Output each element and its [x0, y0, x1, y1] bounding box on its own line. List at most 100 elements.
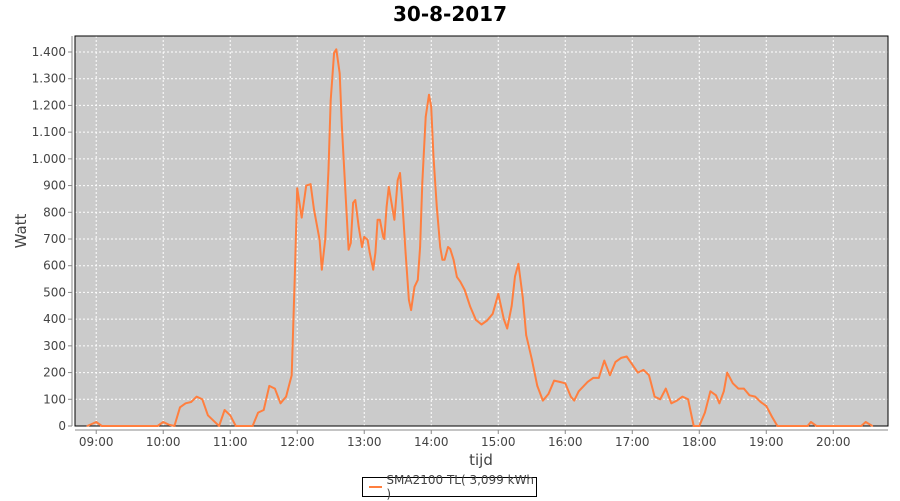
- data-point: [168, 423, 170, 426]
- data-point: [207, 414, 209, 417]
- data-point: [404, 252, 407, 254]
- data-point: [765, 405, 768, 407]
- data-point: [324, 239, 326, 241]
- data-point: [681, 395, 684, 398]
- data-point: [737, 387, 740, 390]
- data-point: [577, 390, 580, 393]
- data-point: [333, 52, 335, 54]
- y-tick-label: 700: [43, 232, 66, 246]
- data-point: [419, 246, 421, 248]
- data-point: [257, 411, 259, 414]
- data-point: [709, 390, 712, 393]
- data-point: [573, 399, 575, 402]
- y-tick-label: 1.200: [32, 98, 66, 112]
- data-point: [759, 401, 762, 403]
- x-tick-label: 12:00: [280, 435, 315, 449]
- data-point: [357, 225, 360, 228]
- data-point: [401, 199, 404, 201]
- data-point: [536, 385, 539, 387]
- data-point: [506, 327, 508, 330]
- chart-title: 30-8-2017: [392, 2, 507, 26]
- data-point: [497, 292, 500, 295]
- data-point: [212, 419, 215, 422]
- data-point: [156, 425, 159, 427]
- data-point: [318, 239, 321, 241]
- data-point: [374, 252, 377, 254]
- data-point: [503, 318, 505, 320]
- data-point: [614, 361, 617, 363]
- data-point: [815, 425, 818, 427]
- data-point: [510, 304, 513, 307]
- y-axis-label: Watt: [12, 213, 30, 248]
- data-point: [625, 355, 628, 358]
- data-point: [469, 306, 472, 308]
- data-point: [347, 248, 350, 251]
- y-tick-label: 800: [43, 205, 66, 219]
- data-point: [382, 236, 385, 238]
- data-point: [522, 296, 524, 299]
- data-point: [335, 48, 338, 51]
- x-tick-label: 18:00: [682, 435, 717, 449]
- data-point: [410, 309, 412, 311]
- data-point: [553, 379, 555, 382]
- data-point: [352, 202, 354, 204]
- data-point: [391, 206, 393, 208]
- data-point: [369, 252, 371, 254]
- data-point: [195, 395, 198, 398]
- data-point: [173, 425, 176, 427]
- data-point: [676, 399, 678, 402]
- data-point: [475, 319, 477, 321]
- data-point: [441, 259, 444, 261]
- data-point: [338, 72, 341, 75]
- data-point: [262, 409, 265, 411]
- data-point: [698, 425, 701, 427]
- data-point: [530, 358, 533, 361]
- data-point: [313, 208, 315, 211]
- data-point: [235, 425, 237, 427]
- data-point: [366, 239, 369, 241]
- x-tick-label: 09:00: [79, 435, 114, 449]
- data-point: [597, 377, 600, 379]
- data-point: [592, 377, 594, 379]
- data-point: [452, 259, 455, 261]
- data-point: [285, 395, 287, 398]
- data-point: [443, 259, 446, 261]
- data-point: [449, 248, 452, 250]
- x-axis-label: tijd: [469, 451, 493, 469]
- legend-label: SMA2100 TL( 3,099 kWh ): [386, 473, 535, 501]
- x-tick-label: 11:00: [213, 435, 248, 449]
- data-point: [486, 319, 488, 322]
- data-point: [279, 402, 282, 405]
- data-point: [871, 425, 874, 427]
- data-point: [456, 276, 458, 278]
- data-point: [692, 425, 695, 427]
- data-point: [251, 425, 254, 427]
- y-tick-label: 100: [43, 392, 66, 406]
- data-point: [86, 425, 89, 427]
- data-point: [290, 374, 293, 377]
- x-tick-label: 13:00: [347, 435, 382, 449]
- data-point: [344, 188, 347, 191]
- plot-area: [75, 36, 888, 426]
- data-point: [439, 246, 441, 248]
- y-tick-label: 900: [43, 179, 66, 193]
- data-point: [361, 246, 363, 248]
- data-point: [393, 218, 396, 221]
- data-point: [542, 399, 544, 402]
- y-tick-label: 500: [43, 285, 66, 299]
- data-point: [95, 421, 98, 423]
- y-tick-label: 1.000: [32, 152, 66, 166]
- data-point: [223, 409, 226, 411]
- data-point: [491, 313, 494, 315]
- data-point: [329, 99, 332, 101]
- y-tick-label: 200: [43, 366, 66, 380]
- data-point: [459, 280, 462, 283]
- x-tick-label: 14:00: [414, 435, 449, 449]
- data-point: [383, 238, 386, 240]
- data-point: [609, 374, 611, 377]
- y-tick-label: 1.400: [32, 45, 66, 59]
- data-point: [274, 387, 276, 390]
- legend: SMA2100 TL( 3,099 kWh ): [362, 473, 537, 501]
- data-point: [321, 268, 323, 271]
